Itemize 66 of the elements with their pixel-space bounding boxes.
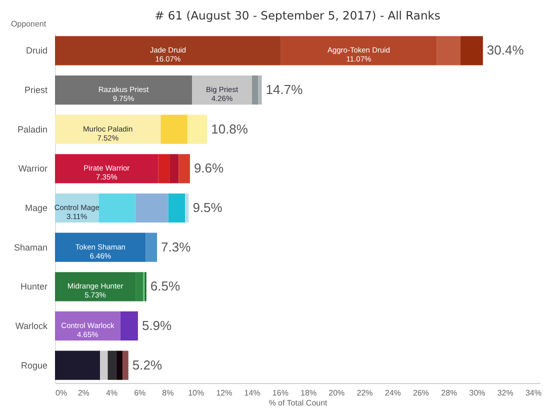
total-label: 7.3% — [161, 239, 192, 254]
y-tick-label: Rogue — [20, 360, 48, 370]
x-tick-label: 6% — [134, 388, 146, 398]
bar — [436, 36, 460, 66]
bar — [116, 350, 122, 380]
bar — [185, 193, 189, 223]
bar — [55, 114, 161, 144]
x-tick-label: 20% — [328, 388, 345, 398]
total-label: 6.5% — [150, 278, 180, 294]
bar — [122, 350, 128, 380]
y-tick-label: Druid — [26, 46, 48, 56]
total-label: 9.5% — [192, 200, 223, 215]
bar — [158, 154, 170, 184]
total-label: 9.6% — [194, 160, 224, 176]
y-tick-label: Hunter — [20, 282, 48, 292]
bar — [100, 350, 108, 380]
bar — [187, 114, 208, 144]
bar — [55, 36, 281, 66]
x-tick-label: 30% — [469, 388, 486, 398]
total-label: 5.2% — [132, 357, 162, 372]
y-tick-label: Warlock — [15, 320, 48, 331]
total-label: 30.4% — [486, 42, 524, 58]
bar — [252, 75, 258, 105]
y-tick-label: Shaman — [14, 242, 48, 252]
bar — [258, 75, 262, 105]
x-tick-label: 14% — [244, 388, 260, 398]
bar — [460, 36, 483, 66]
y-tick-label: Paladin — [17, 124, 48, 134]
x-tick-label: 2% — [78, 388, 90, 398]
bar — [108, 350, 116, 380]
y-tick-label: Mage — [24, 203, 48, 213]
bar — [55, 75, 192, 105]
total-label: 14.7% — [266, 82, 304, 98]
total-label: 5.9% — [142, 318, 172, 333]
x-tick-label: 4% — [106, 388, 118, 398]
x-tick-label: 28% — [441, 388, 458, 398]
bar — [98, 193, 136, 223]
x-tick-label: 0% — [56, 388, 68, 398]
y-tick-label: Priest — [24, 85, 48, 96]
bar — [55, 350, 100, 380]
bar — [55, 154, 158, 184]
bar — [280, 36, 437, 66]
x-axis-title: % of Total Count — [268, 398, 328, 408]
bar — [135, 193, 168, 223]
x-tick-label: 10% — [188, 388, 204, 398]
bar — [192, 75, 252, 105]
x-tick-label: 18% — [300, 388, 317, 398]
bar — [120, 311, 138, 341]
x-tick-label: 26% — [413, 388, 430, 398]
bar — [170, 154, 179, 184]
x-tick-label: 24% — [384, 388, 401, 398]
x-tick-label: 34% — [525, 388, 542, 398]
x-tick-label: 16% — [272, 388, 288, 398]
y-tick-label: Warrior — [18, 164, 48, 174]
bar — [160, 114, 188, 144]
bar — [146, 232, 158, 262]
x-tick-label: 8% — [162, 388, 174, 398]
bar — [168, 193, 186, 223]
total-label: 10.8% — [211, 121, 248, 136]
y-axis-title: Opponent — [10, 20, 47, 28]
bar — [55, 232, 146, 262]
bar — [178, 154, 190, 184]
x-tick-label: 32% — [497, 388, 514, 398]
chart-title: # 61 (August 30 - September 5, 2017) - All Ranks — [154, 8, 440, 22]
x-tick-label: 22% — [356, 388, 373, 398]
x-tick-label: 12% — [216, 388, 232, 398]
